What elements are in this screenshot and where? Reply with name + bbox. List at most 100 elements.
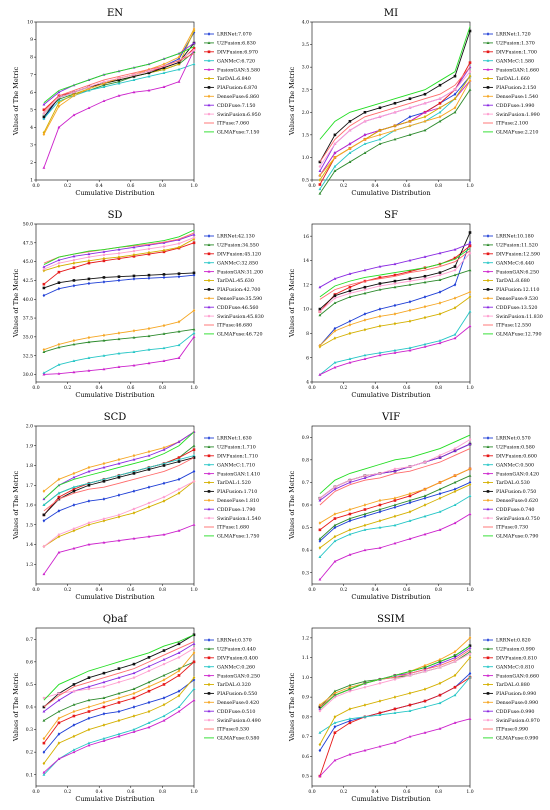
- legend-entry: GANMcC:1.580: [496, 58, 534, 64]
- series-5: [318, 482, 472, 550]
- data-point: [393, 499, 397, 502]
- data-point: [438, 301, 442, 305]
- data-point: [57, 491, 61, 495]
- data-point: [453, 473, 457, 478]
- series-11: [43, 634, 195, 701]
- data-point: [57, 692, 61, 695]
- data-point: [468, 324, 472, 328]
- data-point: [423, 342, 427, 346]
- data-point: [468, 244, 472, 248]
- legend-marker: [207, 498, 211, 502]
- legend-marker: [207, 41, 211, 44]
- legend-entry: DenseFuse:0.420: [217, 700, 259, 706]
- data-point: [318, 537, 322, 540]
- data-point: [162, 673, 166, 677]
- data-point: [348, 721, 352, 725]
- data-point: [363, 133, 367, 136]
- legend-marker: [207, 665, 211, 668]
- data-point: [318, 742, 322, 747]
- data-point: [348, 360, 352, 364]
- x-tick-label: 0.4: [372, 789, 379, 795]
- data-point: [438, 661, 442, 665]
- chart-title: VIF: [381, 412, 400, 423]
- y-tick-label: 1.9: [26, 443, 33, 449]
- data-point: [408, 735, 412, 738]
- legend-marker: [486, 647, 490, 650]
- data-point: [132, 75, 136, 78]
- legend-marker: [207, 234, 211, 238]
- y-tick-label: 0.9: [302, 435, 309, 441]
- series-11: [43, 46, 195, 104]
- data-point: [378, 282, 382, 285]
- data-point: [132, 73, 136, 76]
- data-point: [177, 460, 181, 463]
- data-point: [147, 709, 151, 714]
- data-point: [348, 285, 352, 289]
- legend-marker: [486, 516, 490, 520]
- legend-entry: PIAFusion:42.700: [217, 287, 260, 293]
- data-point: [453, 106, 457, 110]
- data-point: [318, 307, 322, 311]
- legend-entry: GLMAFuse:7.150: [217, 130, 259, 136]
- legend: LRRNet:0.820 U2Fusion:0.990 DIVFusion:0.81…: [483, 638, 540, 742]
- y-tick-label: 1.5: [26, 522, 33, 528]
- x-tick-label: 0.4: [372, 587, 379, 593]
- data-point: [132, 714, 136, 718]
- chart-panel-ssim: SSIM 0.0 0.2 0.4 0.6 0.8 1.0 0.5 0.6 0.7 0.8 0.9 1.0…: [288, 614, 540, 803]
- data-point: [72, 689, 76, 693]
- data-point: [333, 512, 337, 516]
- legend-marker: [207, 647, 211, 650]
- y-axis-label: Values of The Metric: [12, 67, 20, 137]
- plot-frame: [311, 425, 471, 585]
- legend-entry: ITFuse:46.680: [217, 323, 252, 329]
- data-point: [162, 323, 166, 328]
- data-point: [393, 523, 397, 527]
- legend-entry: FusionGAN:5.580: [217, 67, 260, 73]
- legend-marker: [486, 278, 490, 283]
- x-tick-label: 0.8: [159, 183, 166, 189]
- legend-entry: PIAFusion:0.750: [496, 489, 536, 495]
- legend-entry: FusionGAN:1.410: [217, 471, 260, 477]
- data-point: [333, 326, 337, 331]
- legend-marker: [207, 436, 211, 440]
- data-point: [453, 296, 457, 300]
- x-tick-label: 1.0: [466, 789, 473, 795]
- data-point: [423, 705, 427, 709]
- data-point: [72, 279, 76, 282]
- legend-entry: DIVFusion:6.970: [217, 50, 258, 56]
- data-point: [378, 353, 382, 357]
- chart-title: MI: [384, 8, 398, 19]
- legend-entry: GANMcC:1.710: [217, 462, 255, 468]
- data-point: [42, 115, 46, 119]
- y-tick-label: 1.7: [26, 483, 33, 489]
- data-point: [468, 29, 472, 33]
- data-point: [363, 328, 367, 332]
- data-point: [378, 507, 382, 511]
- data-point: [393, 740, 397, 744]
- data-point: [42, 773, 46, 776]
- data-point: [468, 241, 472, 245]
- data-point: [117, 248, 121, 251]
- series-9: [318, 70, 472, 168]
- data-point: [42, 718, 46, 722]
- data-point: [333, 296, 337, 300]
- data-point: [393, 711, 397, 714]
- data-point: [408, 709, 412, 712]
- data-point: [192, 687, 196, 690]
- data-point: [408, 346, 412, 350]
- data-point: [468, 74, 472, 78]
- data-point: [363, 142, 367, 145]
- series-7: [318, 467, 472, 525]
- legend-entry: LRRNet:42.130: [217, 234, 255, 240]
- x-axis-label: Cumulative Distribution: [351, 391, 430, 399]
- chart-title: SD: [108, 210, 123, 221]
- data-point: [87, 685, 91, 688]
- data-point: [117, 667, 121, 670]
- data-point: [117, 691, 121, 695]
- series-8: [42, 430, 196, 501]
- data-point: [117, 81, 121, 85]
- data-point: [393, 101, 397, 105]
- x-tick-label: 1.0: [190, 587, 197, 593]
- data-point: [468, 675, 472, 679]
- legend-entry: LRRNet:0.570: [496, 436, 531, 442]
